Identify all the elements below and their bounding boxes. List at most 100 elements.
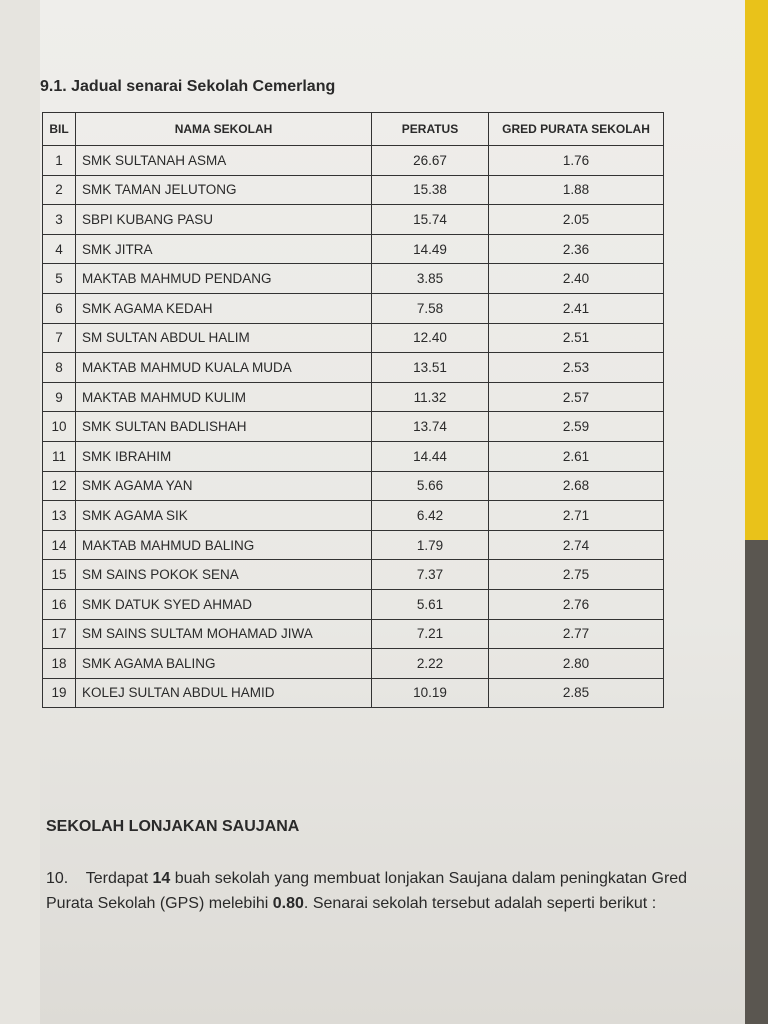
peratus-cell: 14.49 <box>371 233 489 265</box>
table-row: 16 SMK DATUK SYED AHMAD 5.61 2.76 <box>42 588 664 620</box>
bil-cell: 16 <box>42 588 76 620</box>
peratus-cell: 5.61 <box>371 588 489 620</box>
paragraph-text: buah sekolah yang membuat lonjakan Sauja… <box>46 870 688 912</box>
gps-cell: 2.75 <box>488 559 664 590</box>
school-count: 14 <box>152 870 171 887</box>
peratus-cell: 7.58 <box>371 292 489 324</box>
table-row: 6 SMK AGAMA KEDAH 7.58 2.41 <box>42 292 664 324</box>
gps-cell: 2.40 <box>488 263 664 294</box>
bil-cell: 11 <box>42 440 76 472</box>
table-row: 17 SM SAINS SULTAM MOHAMAD JIWA 7.21 2.77 <box>42 618 664 650</box>
bil-cell: 6 <box>42 292 76 324</box>
section-title: 9.1. Jadual senarai Sekolah Cemerlang <box>40 78 336 95</box>
bil-cell: 8 <box>42 352 76 383</box>
school-name-cell: SMK AGAMA SIK <box>75 500 372 531</box>
gps-cell: 2.68 <box>488 470 664 502</box>
table-row: 1 SMK SULTANAH ASMA 26.67 1.76 <box>42 145 664 176</box>
peratus-cell: 15.74 <box>371 204 489 235</box>
table-row: 15 SM SAINS POKOK SENA 7.37 2.75 <box>42 559 664 590</box>
table-row: 19 KOLEJ SULTAN ABDUL HAMID 10.19 2.85 <box>42 677 664 709</box>
gps-cell: 1.76 <box>488 145 664 176</box>
school-name-cell: SMK JITRA <box>75 233 372 265</box>
peratus-cell: 26.67 <box>371 145 489 176</box>
gps-threshold: 0.80 <box>272 895 304 912</box>
gps-cell: 2.59 <box>488 411 664 442</box>
school-name-cell: MAKTAB MAHMUD KULIM <box>75 381 372 413</box>
peratus-cell: 15.38 <box>371 174 489 206</box>
school-name-cell: SMK AGAMA BALING <box>75 648 372 679</box>
peratus-cell: 2.22 <box>371 648 489 679</box>
header-gps: GRED PURATA SEKOLAH <box>488 112 664 146</box>
gps-cell: 2.36 <box>488 233 664 265</box>
school-name-cell: SMK TAMAN JELUTONG <box>75 174 372 206</box>
paragraph-number: 10. <box>46 870 69 887</box>
bil-cell: 4 <box>42 233 76 265</box>
bil-cell: 1 <box>42 145 76 176</box>
peratus-cell: 14.44 <box>371 440 489 472</box>
bil-cell: 10 <box>42 411 76 442</box>
bil-cell: 14 <box>42 529 76 561</box>
bil-cell: 5 <box>42 263 76 294</box>
table-row: 11 SMK IBRAHIM 14.44 2.61 <box>42 440 664 472</box>
school-name-cell: SMK DATUK SYED AHMAD <box>75 588 372 620</box>
school-name-cell: KOLEJ SULTAN ABDUL HAMID <box>75 677 372 709</box>
school-name-cell: SM SAINS SULTAM MOHAMAD JIWA <box>75 618 372 650</box>
gps-cell: 2.77 <box>488 618 664 650</box>
school-name-cell: MAKTAB MAHMUD KUALA MUDA <box>75 352 372 383</box>
table-row: 12 SMK AGAMA YAN 5.66 2.68 <box>42 470 664 502</box>
peratus-cell: 13.74 <box>371 411 489 442</box>
bil-cell: 15 <box>42 559 76 590</box>
school-name-cell: SM SAINS POKOK SENA <box>75 559 372 590</box>
gps-cell: 1.88 <box>488 174 664 206</box>
gps-cell: 2.41 <box>488 292 664 324</box>
table-row: 2 SMK TAMAN JELUTONG 15.38 1.88 <box>42 174 664 206</box>
school-name-cell: SMK IBRAHIM <box>75 440 372 472</box>
paragraph: 10. Terdapat 14 buah sekolah yang membua… <box>46 866 696 916</box>
table-row: 14 MAKTAB MAHMUD BALING 1.79 2.74 <box>42 529 664 561</box>
paragraph-text: Terdapat <box>85 870 153 887</box>
bil-cell: 9 <box>42 381 76 413</box>
gps-cell: 2.71 <box>488 500 664 531</box>
bil-cell: 17 <box>42 618 76 650</box>
table-row: 9 MAKTAB MAHMUD KULIM 11.32 2.57 <box>42 381 664 413</box>
school-name-cell: SBPI KUBANG PASU <box>75 204 372 235</box>
table-row: 4 SMK JITRA 14.49 2.36 <box>42 233 664 265</box>
bil-cell: 2 <box>42 174 76 206</box>
table-row: 8 MAKTAB MAHMUD KUALA MUDA 13.51 2.53 <box>42 352 664 383</box>
school-table: BIL NAMA SEKOLAH PERATUS GRED PURATA SEKOLA… <box>42 112 664 709</box>
gps-cell: 2.05 <box>488 204 664 235</box>
gps-cell: 2.74 <box>488 529 664 561</box>
bil-cell: 13 <box>42 500 76 531</box>
gps-cell: 2.61 <box>488 440 664 472</box>
table-row: 7 SM SULTAN ABDUL HALIM 12.40 2.51 <box>42 322 664 354</box>
peratus-cell: 7.37 <box>371 559 489 590</box>
gps-cell: 2.57 <box>488 381 664 413</box>
gps-cell: 2.76 <box>488 588 664 620</box>
peratus-cell: 3.85 <box>371 263 489 294</box>
peratus-cell: 6.42 <box>371 500 489 531</box>
document-page: 9.1. Jadual senarai Sekolah Cemerlang BI… <box>40 0 745 1024</box>
bil-cell: 12 <box>42 470 76 502</box>
bil-cell: 19 <box>42 677 76 709</box>
adjacent-page <box>0 0 41 1024</box>
paragraph-text: . Senarai sekolah tersebut adalah sepert… <box>303 895 657 912</box>
table-row: 10 SMK SULTAN BADLISHAH 13.74 2.59 <box>42 411 664 442</box>
peratus-cell: 11.32 <box>371 381 489 413</box>
gps-cell: 2.51 <box>488 322 664 354</box>
peratus-cell: 1.79 <box>371 529 489 561</box>
peratus-cell: 12.40 <box>371 322 489 354</box>
school-name-cell: SMK SULTAN BADLISHAH <box>75 411 372 442</box>
peratus-cell: 13.51 <box>371 352 489 383</box>
gps-cell: 2.53 <box>488 352 664 383</box>
section-heading: SEKOLAH LONJAKAN SAUJANA <box>46 818 300 835</box>
bil-cell: 18 <box>42 648 76 679</box>
table-row: 3 SBPI KUBANG PASU 15.74 2.05 <box>42 204 664 235</box>
school-name-cell: SM SULTAN ABDUL HALIM <box>75 322 372 354</box>
table-row: 13 SMK AGAMA SIK 6.42 2.71 <box>42 500 664 531</box>
peratus-cell: 5.66 <box>371 470 489 502</box>
school-name-cell: SMK AGAMA YAN <box>75 470 372 502</box>
school-name-cell: SMK AGAMA KEDAH <box>75 292 372 324</box>
school-name-cell: MAKTAB MAHMUD PENDANG <box>75 263 372 294</box>
header-bil: BIL <box>42 112 76 146</box>
gps-cell: 2.85 <box>488 677 664 709</box>
